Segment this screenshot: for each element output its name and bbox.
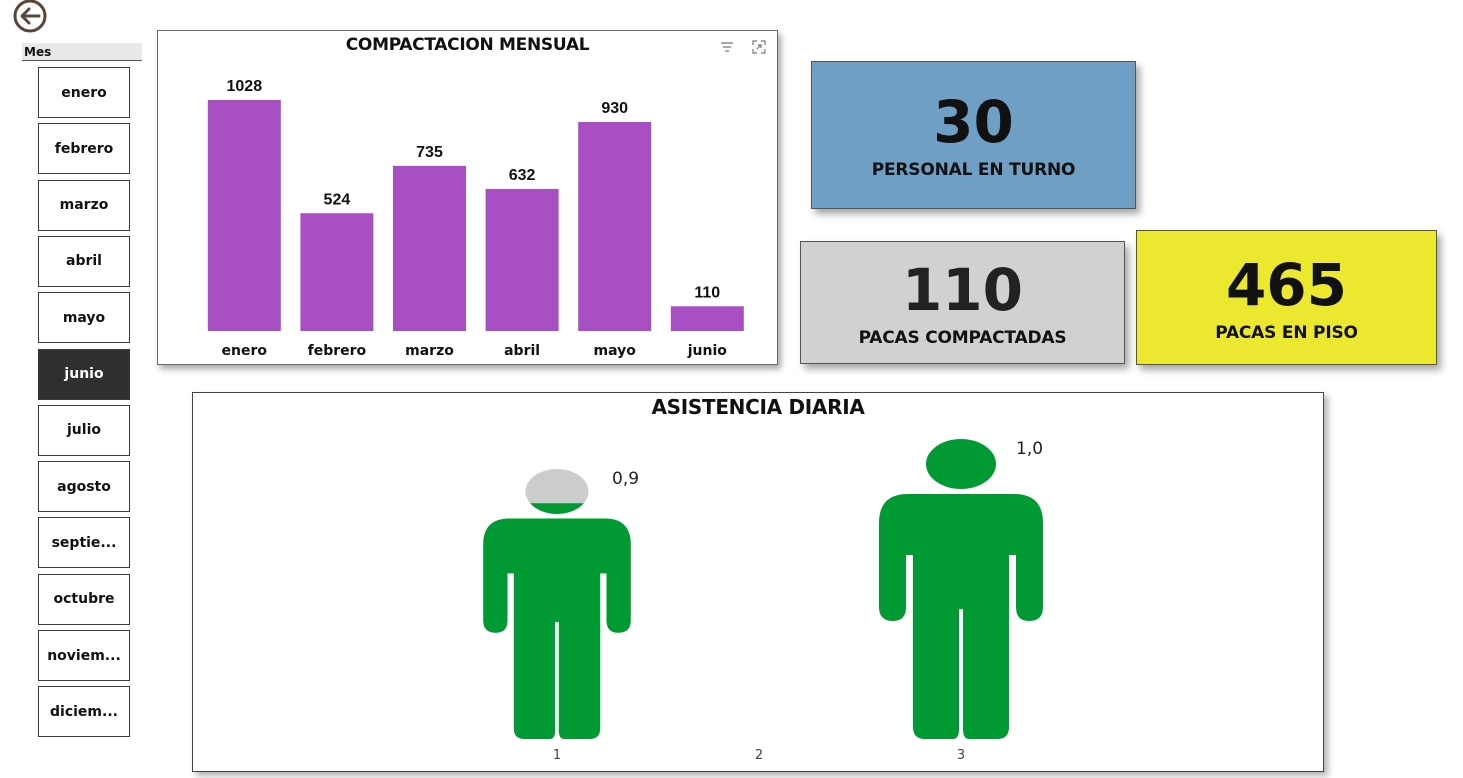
slicer-item[interactable]: noviem... [38,630,130,681]
x-tick-label: 1 [553,748,561,763]
person-head [926,439,996,489]
kpi-pacas-en-piso: 465 PACAS EN PISO [1136,230,1437,365]
kpi-piso-label: PACAS EN PISO [1215,322,1358,343]
bar-chart-svg: 1028 enero 524 febrero 735 marzo 632 abril 930 ma… [207,78,744,359]
compactacion-chart[interactable]: 1028 enero 524 febrero 735 marzo 632 abril 930 ma… [157,30,778,365]
kpi-piso-value: 465 [1225,250,1348,319]
slicer-item[interactable]: febrero [38,123,130,175]
slicer-item[interactable]: diciem... [38,686,130,738]
value-label: 0,9 [612,469,639,489]
asistencia-diaria-chart[interactable]: 1 0,9 2 3 1,0 ASISTENCIA DIARIA [192,392,1324,772]
chart-toolbar [719,39,767,55]
x-tick-label: mayo [594,343,637,359]
value-label: 1,0 [1016,439,1043,459]
kpi-personal-en-turno: 30 PERSONAL EN TURNO [811,61,1136,209]
chart-bar[interactable] [300,213,374,331]
bar-data-label: 930 [601,100,628,117]
person-head-empty [525,469,589,514]
back-arrow-icon [13,0,47,33]
person-body [483,518,631,739]
chart-title: COMPACTACION MENSUAL [345,35,590,55]
slicer-item[interactable]: abril [38,235,130,287]
slicer-item[interactable]: agosto [38,461,130,513]
person-figure[interactable] [483,469,631,739]
x-tick-label: 3 [957,748,965,763]
pictogram-svg: 1 0,9 2 3 1,0 [483,439,1043,763]
slicer-item[interactable]: marzo [38,179,130,231]
chart-bar[interactable] [393,165,466,331]
bar-data-label: 632 [509,167,536,184]
bar-data-label: 735 [416,144,443,161]
kpi-pacas-label: PACAS COMPACTADAS [858,327,1067,348]
focus-mode-icon[interactable] [751,39,767,55]
kpi-pacas-compactadas: 110 PACAS COMPACTADAS [800,241,1125,364]
chart-bar[interactable] [670,306,744,331]
person-body [879,494,1043,739]
bar-data-label: 1028 [227,78,263,95]
slicer-item[interactable]: enero [38,67,130,118]
kpi-personal-label: PERSONAL EN TURNO [871,160,1076,180]
slicer-item[interactable]: junio [38,348,130,400]
back-button[interactable] [10,0,50,34]
filter-icon[interactable] [719,39,735,55]
slicer-header: Mes [22,43,142,61]
x-tick-label: 2 [755,748,763,763]
x-tick-label: febrero [308,343,367,359]
kpi-pacas-value: 110 [901,255,1024,324]
x-tick-label: junio [687,343,728,359]
x-tick-label: abril [504,343,540,359]
bar-data-label: 524 [324,191,351,208]
chart-bar[interactable] [578,122,652,332]
x-tick-label: marzo [405,343,454,359]
slicer-item[interactable]: octubre [38,573,130,625]
person-head-fill [530,503,584,514]
slicer-item[interactable]: mayo [38,292,130,344]
kpi-personal-value: 30 [933,88,1014,156]
slicer-item[interactable]: septie... [38,517,130,569]
bar-data-label: 110 [694,284,720,301]
chart-bar[interactable] [207,100,281,331]
slicer-item[interactable]: julio [38,404,130,456]
x-tick-label: enero [222,343,268,359]
person-figure[interactable] [879,439,1043,739]
chart-bar[interactable] [485,188,559,331]
asistencia-title: ASISTENCIA DIARIA [651,395,865,419]
